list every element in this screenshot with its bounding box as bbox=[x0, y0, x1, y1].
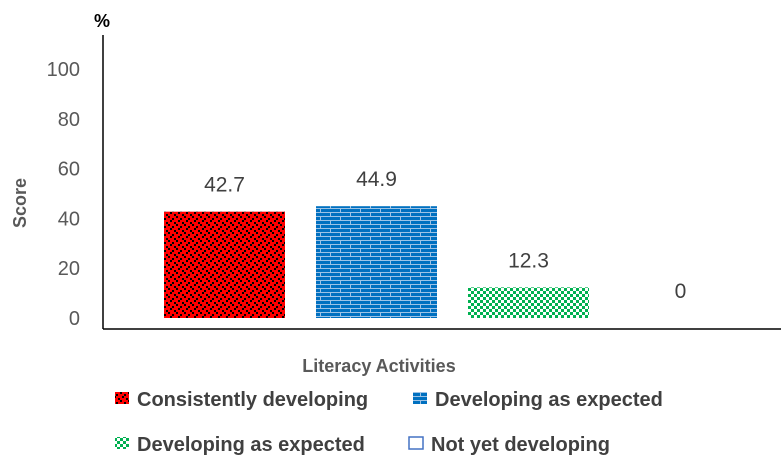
data-label: 44.9 bbox=[356, 168, 397, 191]
y-tick-label: 0 bbox=[69, 308, 80, 330]
legend-label: Consistently developing bbox=[137, 389, 368, 411]
legend-label: Developing as expected bbox=[435, 389, 663, 411]
unit-label: % bbox=[94, 11, 110, 31]
y-tick-label: 60 bbox=[58, 159, 80, 181]
axes: 0 20 40 60 80 100 bbox=[47, 35, 781, 330]
y-tick-label: 100 bbox=[47, 59, 80, 81]
y-axis-title: Score bbox=[10, 178, 30, 228]
legend-label: Not yet developing bbox=[431, 434, 610, 456]
bars bbox=[164, 206, 589, 318]
data-labels: 42.7 44.9 12.3 0 bbox=[204, 168, 686, 303]
legend-label: Developing as expected bbox=[137, 434, 365, 456]
x-axis-title: Literacy Activities bbox=[302, 356, 455, 376]
legend-swatch bbox=[115, 392, 129, 404]
data-label: 42.7 bbox=[204, 174, 245, 197]
legend-swatch bbox=[115, 437, 129, 449]
bar bbox=[316, 206, 437, 318]
data-label: 12.3 bbox=[508, 249, 549, 272]
bar bbox=[164, 211, 285, 318]
y-tick-label: 20 bbox=[58, 258, 80, 280]
y-tick-label: 40 bbox=[58, 208, 80, 230]
y-tick-label: 80 bbox=[58, 109, 80, 131]
legend: Consistently developing Developing as exp… bbox=[115, 389, 663, 456]
bar bbox=[468, 287, 589, 318]
legend-swatch bbox=[413, 392, 427, 404]
data-label: 0 bbox=[675, 280, 687, 303]
legend-swatch bbox=[408, 436, 424, 450]
